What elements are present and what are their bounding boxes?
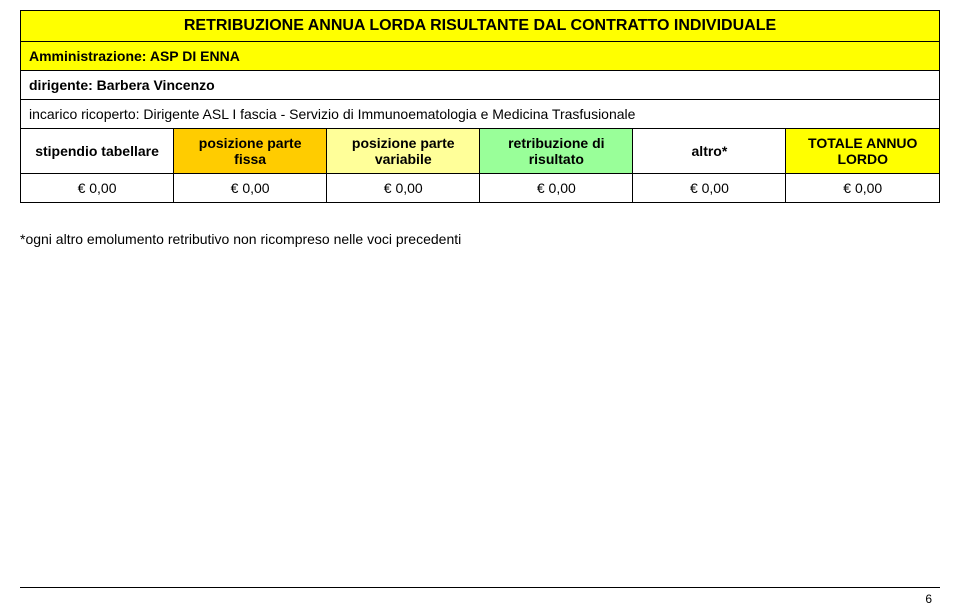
value-altro: € 0,00 — [633, 174, 786, 203]
value-fissa: € 0,00 — [174, 174, 327, 203]
header-risultato: retribuzione di risultato — [480, 129, 633, 174]
administration-row: Amministrazione: ASP DI ENNA — [21, 42, 940, 71]
header-variabile: posizione parte variabile — [327, 129, 480, 174]
page-number: 6 — [925, 592, 932, 606]
header-row: stipendio tabellare posizione parte fiss… — [21, 129, 940, 174]
bottom-rule — [20, 587, 940, 588]
value-risultato: € 0,00 — [480, 174, 633, 203]
value-variabile: € 0,00 — [327, 174, 480, 203]
value-totale: € 0,00 — [786, 174, 940, 203]
salary-table: RETRIBUZIONE ANNUA LORDA RISULTANTE DAL … — [20, 10, 940, 203]
header-fissa: posizione parte fissa — [174, 129, 327, 174]
footnote: *ogni altro emolumento retributivo non r… — [20, 231, 940, 247]
header-stipendio: stipendio tabellare — [21, 129, 174, 174]
page-container: RETRIBUZIONE ANNUA LORDA RISULTANTE DAL … — [0, 0, 960, 614]
dirigente-cell: dirigente: Barbera Vincenzo — [21, 71, 940, 100]
title-row: RETRIBUZIONE ANNUA LORDA RISULTANTE DAL … — [21, 11, 940, 42]
incarico-cell: incarico ricoperto: Dirigente ASL I fasc… — [21, 100, 940, 129]
dirigente-row: dirigente: Barbera Vincenzo — [21, 71, 940, 100]
value-row: € 0,00 € 0,00 € 0,00 € 0,00 € 0,00 € 0,0… — [21, 174, 940, 203]
incarico-row: incarico ricoperto: Dirigente ASL I fasc… — [21, 100, 940, 129]
administration-cell: Amministrazione: ASP DI ENNA — [21, 42, 940, 71]
header-altro: altro* — [633, 129, 786, 174]
title-cell: RETRIBUZIONE ANNUA LORDA RISULTANTE DAL … — [21, 11, 940, 42]
value-stipendio: € 0,00 — [21, 174, 174, 203]
header-totale: TOTALE ANNUO LORDO — [786, 129, 940, 174]
